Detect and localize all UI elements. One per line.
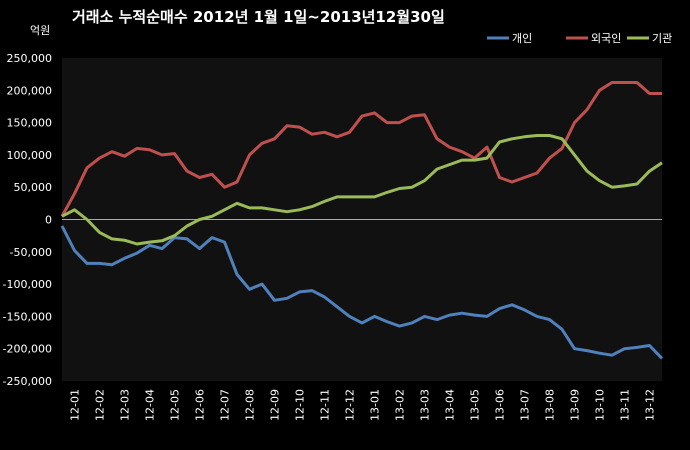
y-unit-label: 억원 xyxy=(30,24,50,37)
x-axis-ticks: 12-01 12-02 12-03 12-04 12-05 12-06 12-07 12-08… xyxy=(69,389,657,421)
x-tick-label: 12-11 xyxy=(319,389,332,421)
x-tick-label: 13-01 xyxy=(369,389,382,421)
x-tick-label: 12-10 xyxy=(294,389,307,421)
x-tick-label: 13-08 xyxy=(544,389,557,421)
x-tick-label: 13-12 xyxy=(644,389,657,421)
y-tick-label: -200,000 xyxy=(3,343,52,356)
y-tick-label: 200,000 xyxy=(7,84,53,97)
x-tick-label: 12-07 xyxy=(219,389,232,421)
x-tick-label: 13-02 xyxy=(394,389,407,421)
x-tick-label: 13-03 xyxy=(419,389,432,421)
x-tick-label: 13-07 xyxy=(519,389,532,421)
legend: 개인 외국인 기관 xyxy=(487,32,672,45)
y-tick-label: -150,000 xyxy=(3,310,52,323)
x-tick-label: 12-01 xyxy=(69,389,82,421)
x-tick-label: 12-02 xyxy=(94,389,107,421)
y-axis-ticks: 250,000 200,000 150,000 100,000 50,000 0 -50,0… xyxy=(3,52,52,388)
y-tick-label: -100,000 xyxy=(3,278,52,291)
legend-label: 기관 xyxy=(652,32,672,45)
x-tick-label: 12-05 xyxy=(169,389,182,421)
x-tick-label: 12-12 xyxy=(344,389,357,421)
y-tick-label: 50,000 xyxy=(14,181,53,194)
x-tick-label: 12-08 xyxy=(244,389,257,421)
x-tick-label: 13-06 xyxy=(494,389,507,421)
y-tick-label: 150,000 xyxy=(7,117,53,130)
chart-title: 거래소 누적순매수 2012년 1월 1일~2013년12월30일 xyxy=(72,8,445,26)
y-tick-label: -250,000 xyxy=(3,375,52,388)
y-tick-label: -50,000 xyxy=(10,246,52,259)
x-tick-label: 13-05 xyxy=(469,389,482,421)
y-tick-label: 0 xyxy=(45,214,52,227)
x-tick-label: 13-09 xyxy=(569,389,582,421)
x-tick-label: 12-09 xyxy=(269,389,282,421)
x-tick-label: 13-11 xyxy=(619,389,632,421)
series-line-외국인 xyxy=(60,81,662,218)
y-tick-label: 250,000 xyxy=(7,52,53,65)
y-tick-label: 100,000 xyxy=(7,149,53,162)
x-tick-label: 12-06 xyxy=(194,389,207,421)
series-lines xyxy=(60,81,664,360)
legend-label: 개인 xyxy=(512,32,532,45)
x-tick-label: 13-04 xyxy=(444,389,457,421)
x-tick-label: 12-04 xyxy=(144,389,157,421)
legend-label: 외국인 xyxy=(591,32,621,45)
series-line-개인 xyxy=(60,225,664,360)
series-line-기관 xyxy=(61,134,663,246)
x-tick-label: 13-10 xyxy=(594,389,607,421)
x-tick-label: 12-03 xyxy=(119,389,132,421)
